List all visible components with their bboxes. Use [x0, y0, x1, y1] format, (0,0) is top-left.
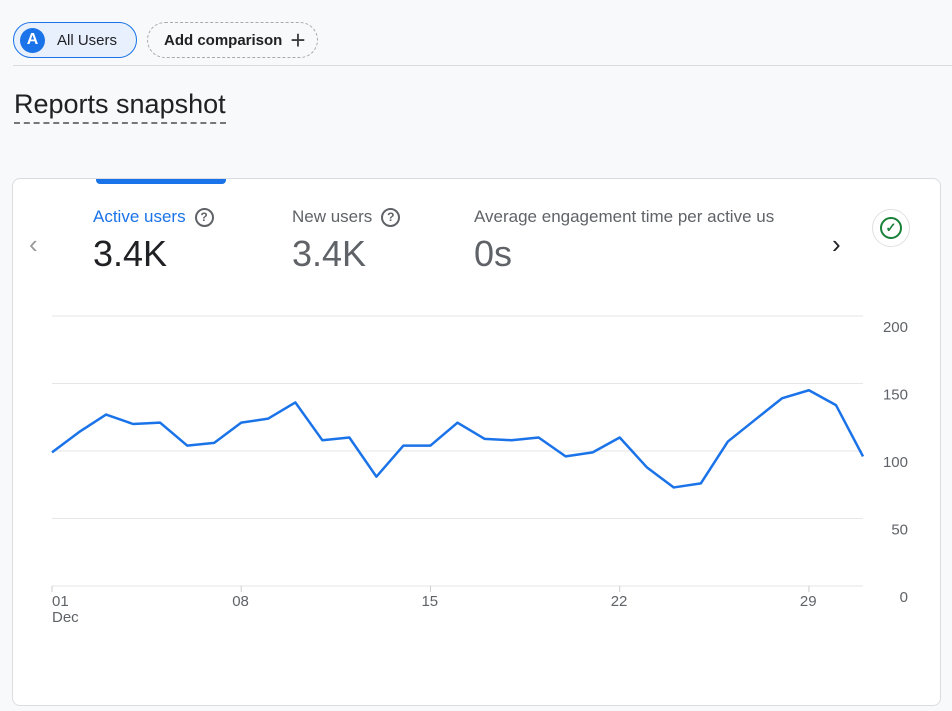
- segment-avatar: A: [20, 27, 45, 53]
- metrics-card: ‹ Active users? 3.4K New users? 3.4K Ave…: [12, 178, 941, 706]
- divider: [13, 65, 952, 66]
- series-line-active-users: [51, 389, 865, 489]
- x-tick-label: 08: [232, 593, 249, 610]
- chevron-right-icon[interactable]: ›: [832, 229, 841, 259]
- y-tick-label: 200: [883, 319, 908, 336]
- y-tick-label: 100: [883, 454, 908, 471]
- add-comparison-label: Add comparison: [164, 31, 283, 49]
- segment-label: All Users: [57, 31, 118, 49]
- segment-chip-all-users[interactable]: A All Users: [13, 22, 137, 58]
- metric-value: 3.4K: [292, 233, 367, 274]
- metric-label: Active users: [93, 207, 186, 226]
- data-quality-status-button[interactable]: ✓: [872, 209, 910, 247]
- y-tick-label: 0: [900, 589, 908, 606]
- y-tick-label: 150: [883, 387, 908, 404]
- metric-label: New users: [292, 207, 373, 226]
- x-tick-sublabel: Dec: [52, 609, 79, 626]
- chevron-left-icon[interactable]: ‹: [29, 229, 38, 259]
- page-title[interactable]: Reports snapshot: [14, 88, 226, 124]
- selected-tab-indicator: [96, 179, 226, 184]
- x-tick-label: 22: [611, 593, 628, 610]
- metric-value: 0s: [474, 233, 513, 274]
- help-icon[interactable]: ?: [194, 207, 214, 227]
- metric-tab-new-users[interactable]: New users? 3.4K: [292, 207, 401, 275]
- check-circle-icon: ✓: [880, 217, 902, 239]
- help-icon[interactable]: ?: [381, 207, 401, 227]
- add-comparison-button[interactable]: Add comparison +: [147, 22, 318, 58]
- metric-tab-active-users[interactable]: Active users? 3.4K: [93, 207, 214, 275]
- y-tick-label: 50: [891, 522, 908, 539]
- metric-label: Average engagement time per active us: [474, 207, 775, 226]
- x-tick-label: 15: [421, 593, 438, 610]
- metric-tab-avg-engagement[interactable]: Average engagement time per active us 0s: [474, 207, 774, 275]
- plus-icon: +: [290, 25, 306, 55]
- metric-value: 3.4K: [93, 233, 168, 274]
- x-tick-label: 29: [800, 593, 817, 610]
- x-tick-label: 01: [52, 593, 69, 610]
